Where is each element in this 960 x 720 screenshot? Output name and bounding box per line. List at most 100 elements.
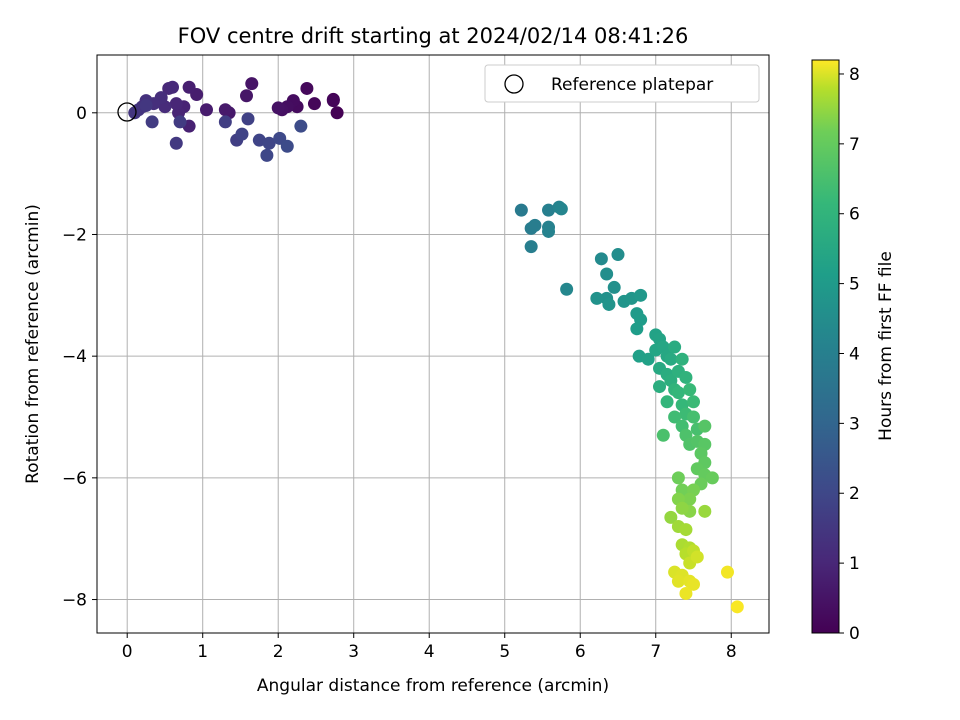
reference-marker xyxy=(117,102,137,122)
data-point xyxy=(590,291,604,305)
data-point xyxy=(271,101,285,115)
data-point xyxy=(218,115,232,129)
data-point xyxy=(600,267,614,281)
data-point xyxy=(705,471,719,485)
data-point xyxy=(145,115,159,129)
data-point xyxy=(260,148,274,162)
data-point xyxy=(218,103,232,117)
colorbar-tick-label: 1 xyxy=(849,554,860,574)
data-point xyxy=(280,139,294,153)
y-axis-ticks: 0 −2 −4 −6 −8 xyxy=(62,104,97,611)
legend-box xyxy=(484,64,760,103)
x-tick-label: 4 xyxy=(424,642,435,662)
data-point xyxy=(720,565,734,579)
colorbar-gradient xyxy=(811,59,840,634)
data-point xyxy=(686,395,700,409)
data-point xyxy=(307,97,321,111)
data-point xyxy=(664,510,678,524)
y-tick-label: −8 xyxy=(62,591,87,611)
data-point xyxy=(607,280,621,294)
colorbar-tick-label: 7 xyxy=(849,135,860,155)
data-point xyxy=(630,322,644,336)
data-point xyxy=(679,370,693,384)
data-point xyxy=(594,252,608,266)
data-point xyxy=(668,340,682,354)
data-point xyxy=(653,380,667,394)
colorbar-ticks: 0 1 2 3 4 5 6 7 8 xyxy=(839,65,860,644)
data-point xyxy=(524,240,538,254)
data-point xyxy=(664,352,678,366)
y-tick-label: −4 xyxy=(62,347,87,367)
data-point xyxy=(683,492,697,506)
data-point xyxy=(668,410,682,424)
colorbar-tick-label: 3 xyxy=(849,414,860,434)
data-point xyxy=(252,133,266,147)
colorbar-tick-label: 8 xyxy=(849,65,860,85)
y-axis-label: Rotation from reference (arcmin) xyxy=(23,204,43,484)
data-point xyxy=(128,106,142,120)
data-point xyxy=(235,127,249,141)
data-point xyxy=(686,577,700,591)
x-tick-label: 6 xyxy=(575,642,586,662)
data-point xyxy=(139,98,153,112)
data-point xyxy=(182,80,196,94)
data-point xyxy=(542,203,556,217)
y-tick-label: 0 xyxy=(76,104,87,124)
x-tick-label: 8 xyxy=(726,642,737,662)
data-point xyxy=(634,288,648,302)
colorbar-tick-label: 0 xyxy=(849,624,860,644)
data-point xyxy=(514,203,528,217)
data-point xyxy=(554,202,568,216)
data-point xyxy=(679,586,693,600)
data-point xyxy=(173,115,187,129)
colorbar-tick-label: 4 xyxy=(849,344,860,364)
colorbar-tick-label: 6 xyxy=(849,205,860,225)
data-point xyxy=(542,224,556,238)
data-point xyxy=(240,89,254,103)
data-point xyxy=(698,504,712,518)
x-tick-label: 0 xyxy=(122,642,133,662)
legend: Reference platepar xyxy=(484,64,760,103)
x-tick-label: 7 xyxy=(650,642,661,662)
data-point xyxy=(262,136,276,150)
legend-marker-icon xyxy=(504,74,524,94)
data-point xyxy=(660,395,674,409)
data-point xyxy=(169,97,183,111)
data-point xyxy=(656,428,670,442)
x-tick-label: 1 xyxy=(197,642,208,662)
data-point xyxy=(683,383,697,397)
data-point xyxy=(611,248,625,262)
data-point xyxy=(326,94,340,108)
data-point xyxy=(602,297,616,311)
data-point xyxy=(675,501,689,515)
grid-lines xyxy=(97,55,769,633)
colorbar-tick-label: 2 xyxy=(849,484,860,504)
colorbar-tick-label: 5 xyxy=(849,275,860,295)
colorbar: 0 1 2 3 4 5 6 7 8 Hours from first FF file xyxy=(811,59,896,644)
data-point xyxy=(641,352,655,366)
x-tick-label: 2 xyxy=(273,642,284,662)
data-point xyxy=(528,218,542,232)
data-point xyxy=(730,600,744,614)
colorbar-label: Hours from first FF file xyxy=(876,251,896,441)
x-axis-label: Angular distance from reference (arcmin) xyxy=(257,676,609,696)
data-point xyxy=(698,419,712,433)
data-point xyxy=(686,410,700,424)
x-tick-label: 5 xyxy=(499,642,510,662)
data-point xyxy=(690,550,704,564)
y-tick-label: −6 xyxy=(62,469,87,489)
data-point xyxy=(671,471,685,485)
data-point xyxy=(330,106,344,120)
data-point xyxy=(679,523,693,537)
data-point xyxy=(241,112,255,126)
x-tick-label: 3 xyxy=(348,642,359,662)
data-point xyxy=(560,282,574,296)
chart-title: FOV centre drift starting at 2024/02/14 … xyxy=(178,24,689,48)
data-points xyxy=(128,77,744,614)
data-point xyxy=(169,136,183,150)
plot-frame xyxy=(96,54,770,634)
data-point xyxy=(166,80,180,94)
x-axis-ticks: 0 1 2 3 4 5 6 7 8 xyxy=(122,633,737,662)
data-point xyxy=(671,574,685,588)
